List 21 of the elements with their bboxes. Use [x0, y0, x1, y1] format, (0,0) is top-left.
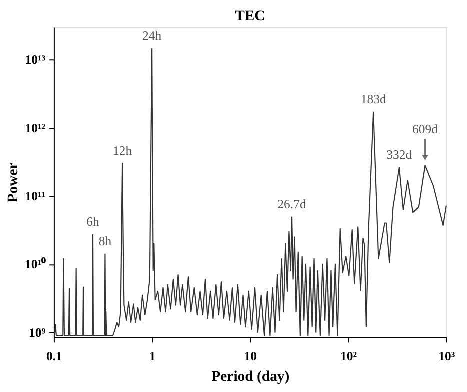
- x-tick-label: 10: [244, 349, 258, 364]
- annotation: 8h: [98, 234, 112, 248]
- x-tick-label: 1: [149, 349, 156, 364]
- annotation: 183d: [360, 92, 387, 106]
- annotation: 12h: [112, 144, 133, 158]
- y-tick-label: 10¹³: [25, 53, 46, 68]
- y-tick-label: 10¹²: [25, 121, 46, 136]
- x-tick-label: 0.1: [46, 349, 62, 364]
- y-tick-label: 10¹¹: [25, 190, 46, 204]
- y-tick-label: 10⁹: [29, 326, 46, 340]
- chart-title: TEC: [235, 8, 266, 24]
- y-axis-title: Power: [5, 162, 22, 203]
- annotation: 6h: [86, 215, 100, 230]
- y-tick-label: 10¹⁰: [25, 256, 47, 272]
- x-tick-label: 10²: [340, 349, 358, 364]
- x-axis-title: Period (day): [212, 368, 290, 385]
- annotation: 24h: [142, 28, 162, 43]
- annotation: 26.7d: [278, 197, 307, 212]
- annotation: 609d: [412, 122, 439, 136]
- annotation: 332d: [386, 148, 413, 162]
- x-tick-label: 10³: [438, 349, 456, 364]
